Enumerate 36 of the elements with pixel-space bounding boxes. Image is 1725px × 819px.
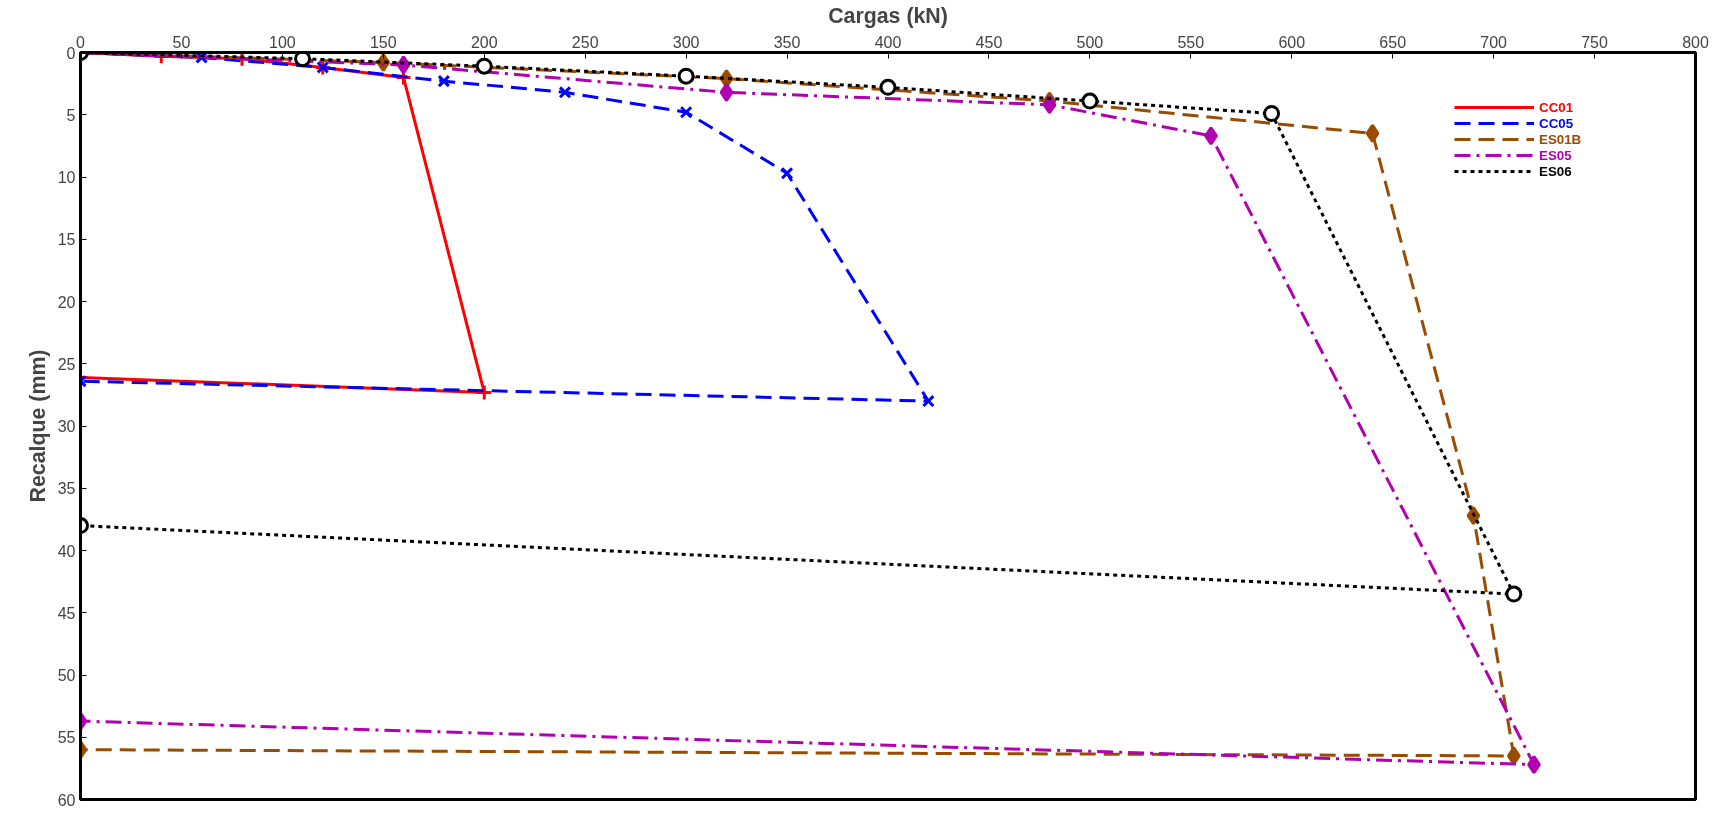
- x-tick-label: 450: [975, 33, 1003, 51]
- x-tick-label: 350: [773, 33, 801, 51]
- x-tick-label: 250: [571, 33, 599, 51]
- x-tick-label: 200: [470, 33, 498, 51]
- y-tick-label: 20: [57, 293, 76, 311]
- y-tick-label: 35: [57, 480, 76, 498]
- x-axis-title: Cargas (kN): [828, 3, 948, 28]
- y-tick-label: 15: [57, 231, 76, 249]
- x-tick-label: 400: [874, 33, 902, 51]
- x-tick-label: 100: [269, 33, 296, 51]
- x-tick-label: 300: [672, 33, 700, 51]
- y-tick-label: 55: [57, 729, 76, 747]
- x-tick-label: 550: [1177, 33, 1205, 51]
- y-tick-label: 0: [66, 44, 76, 62]
- y-tick-label: 25: [57, 355, 76, 373]
- x-tick-label: 150: [369, 33, 397, 51]
- text: ES06: [1539, 163, 1572, 179]
- y-tick-label: 40: [57, 542, 76, 560]
- x-tick-label: 50: [172, 33, 191, 51]
- y-tick-label: 60: [57, 791, 76, 809]
- text: ES01B: [1539, 131, 1582, 147]
- x-tick-label: 700: [1480, 33, 1508, 51]
- x-tick-label: 800: [1682, 33, 1709, 51]
- y-tick-label: 5: [66, 106, 76, 124]
- x-tick-label: 500: [1076, 33, 1104, 51]
- y-tick-label: 10: [57, 169, 76, 186]
- text: CC05: [1539, 115, 1574, 131]
- x-tick-label: 600: [1278, 33, 1306, 51]
- y-tick-label: 30: [57, 418, 76, 435]
- text: CC01: [1539, 99, 1574, 115]
- text: ES05: [1539, 147, 1572, 163]
- x-tick-label: 650: [1379, 33, 1407, 51]
- x-tick-label: 750: [1581, 33, 1609, 51]
- y-tick-label: 45: [57, 604, 76, 622]
- y-tick-label: 50: [57, 667, 76, 684]
- y-axis-title: Recalque (mm): [25, 349, 50, 503]
